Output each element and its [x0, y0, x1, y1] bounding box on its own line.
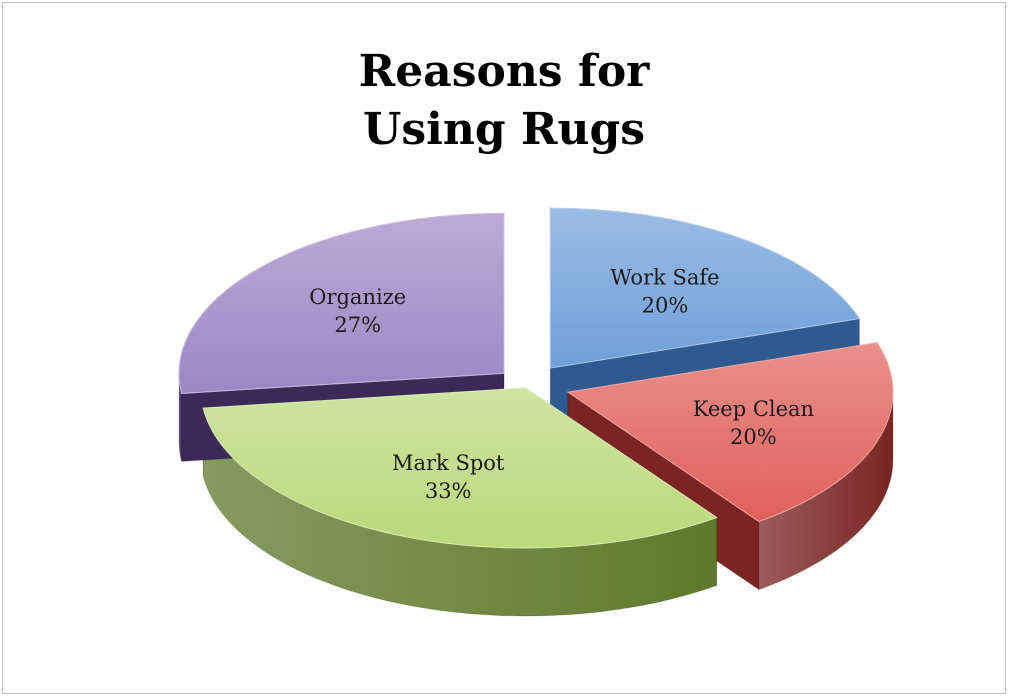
slice-category-label: Organize [309, 285, 406, 309]
slice-percent-label: 20% [642, 293, 689, 317]
pie-slice-mark-spot [202, 387, 718, 549]
slice-percent-label: 20% [730, 425, 777, 449]
pie-slice-work-safe [549, 207, 861, 369]
slice-category-label: Work Safe [610, 265, 719, 289]
chart-title-line-2: Using Rugs [362, 104, 646, 155]
slice-percent-label: 33% [425, 479, 472, 503]
pie-labels: Work Safe 20% Keep Clean 20% Mark Spot 33% Org… [309, 265, 814, 503]
slice-category-label: Keep Clean [693, 397, 814, 421]
slice-percent-label: 27% [334, 313, 381, 337]
chart-title: Reasons for Using Rugs [3, 43, 1005, 159]
chart-title-line-1: Reasons for [358, 46, 650, 97]
slice-category-label: Mark Spot [392, 451, 505, 475]
pie-slices [178, 207, 894, 549]
pie-slice-keep-clean [566, 342, 894, 523]
pie-slice-organize [178, 212, 505, 394]
